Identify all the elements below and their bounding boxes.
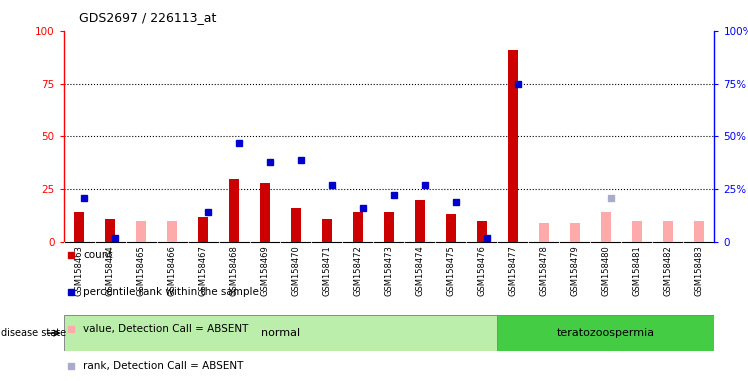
Text: GDS2697 / 226113_at: GDS2697 / 226113_at bbox=[79, 12, 216, 25]
Bar bbox=[198, 217, 208, 242]
Text: GSM158470: GSM158470 bbox=[292, 246, 301, 296]
Text: rank, Detection Call = ABSENT: rank, Detection Call = ABSENT bbox=[83, 361, 244, 371]
Text: GSM158480: GSM158480 bbox=[601, 246, 610, 296]
Bar bbox=[663, 221, 672, 242]
Bar bbox=[570, 223, 580, 242]
Bar bbox=[415, 200, 425, 242]
Text: count: count bbox=[83, 250, 113, 260]
Text: GSM158482: GSM158482 bbox=[663, 246, 672, 296]
Text: GSM158478: GSM158478 bbox=[539, 246, 548, 296]
Text: GSM158463: GSM158463 bbox=[75, 246, 84, 296]
Text: GSM158466: GSM158466 bbox=[168, 246, 177, 296]
Text: GSM158467: GSM158467 bbox=[198, 246, 207, 296]
Text: GSM158471: GSM158471 bbox=[322, 246, 331, 296]
Text: normal: normal bbox=[261, 328, 300, 338]
Text: GSM158474: GSM158474 bbox=[415, 246, 424, 296]
Bar bbox=[694, 221, 704, 242]
Bar bbox=[508, 50, 518, 242]
Text: GSM158472: GSM158472 bbox=[354, 246, 363, 296]
Text: teratozoospermia: teratozoospermia bbox=[557, 328, 655, 338]
Bar bbox=[384, 212, 394, 242]
Bar bbox=[539, 223, 549, 242]
Text: GSM158476: GSM158476 bbox=[477, 246, 486, 296]
Bar bbox=[632, 221, 642, 242]
Bar bbox=[322, 219, 332, 242]
Text: GSM158465: GSM158465 bbox=[137, 246, 146, 296]
Bar bbox=[291, 208, 301, 242]
Text: percentile rank within the sample: percentile rank within the sample bbox=[83, 287, 259, 297]
Bar bbox=[74, 212, 84, 242]
Bar bbox=[601, 212, 611, 242]
Bar bbox=[229, 179, 239, 242]
Text: GSM158479: GSM158479 bbox=[571, 246, 580, 296]
Bar bbox=[446, 214, 456, 242]
Text: GSM158477: GSM158477 bbox=[509, 246, 518, 296]
Bar bbox=[497, 315, 714, 351]
Text: disease state: disease state bbox=[1, 328, 66, 338]
Bar bbox=[353, 212, 363, 242]
Text: GSM158481: GSM158481 bbox=[632, 246, 641, 296]
Bar bbox=[260, 183, 270, 242]
Text: value, Detection Call = ABSENT: value, Detection Call = ABSENT bbox=[83, 324, 248, 334]
Text: GSM158469: GSM158469 bbox=[260, 246, 269, 296]
Bar bbox=[105, 219, 115, 242]
Text: GSM158475: GSM158475 bbox=[447, 246, 456, 296]
Text: GSM158473: GSM158473 bbox=[384, 246, 393, 296]
Bar bbox=[64, 315, 497, 351]
Text: GSM158468: GSM158468 bbox=[230, 246, 239, 296]
Text: GSM158464: GSM158464 bbox=[105, 246, 114, 296]
Bar bbox=[167, 221, 177, 242]
Bar bbox=[477, 221, 487, 242]
Text: GSM158483: GSM158483 bbox=[694, 246, 703, 296]
Bar bbox=[136, 221, 146, 242]
